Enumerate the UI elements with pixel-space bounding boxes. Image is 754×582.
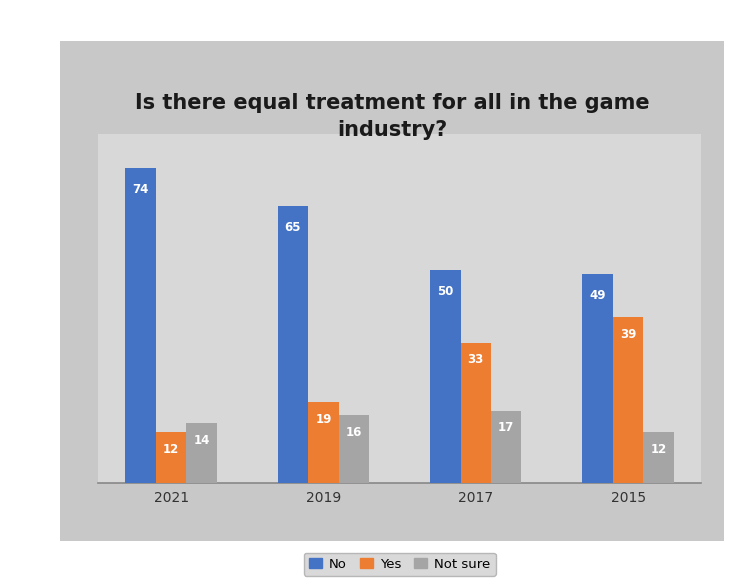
Bar: [186, 424, 217, 483]
Bar: [308, 402, 339, 483]
Text: 74: 74: [133, 183, 149, 196]
Bar: [491, 411, 522, 483]
Text: 17: 17: [498, 421, 514, 434]
Bar: [430, 270, 461, 483]
Text: 33: 33: [467, 353, 484, 366]
Text: 49: 49: [590, 289, 606, 302]
Text: 14: 14: [194, 434, 210, 447]
Bar: [125, 168, 156, 483]
Text: 12: 12: [163, 442, 179, 456]
Text: 50: 50: [437, 285, 453, 298]
Legend: No, Yes, Not sure: No, Yes, Not sure: [304, 552, 495, 576]
Bar: [277, 206, 308, 483]
Bar: [613, 317, 643, 483]
Bar: [339, 415, 369, 483]
Text: 19: 19: [315, 413, 332, 426]
Bar: [461, 343, 491, 483]
Bar: [156, 432, 186, 483]
Text: 16: 16: [346, 425, 362, 439]
Text: 39: 39: [620, 328, 636, 340]
Text: 12: 12: [651, 442, 667, 456]
Bar: [582, 274, 613, 483]
Bar: [643, 432, 674, 483]
Text: 65: 65: [285, 221, 302, 234]
Text: Is there equal treatment for all in the game
industry?: Is there equal treatment for all in the …: [135, 93, 649, 140]
